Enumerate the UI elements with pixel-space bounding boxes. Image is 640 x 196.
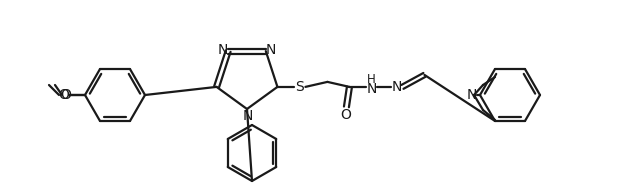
Text: O: O bbox=[61, 88, 72, 102]
Text: N: N bbox=[266, 43, 276, 57]
Text: N: N bbox=[366, 82, 376, 96]
Text: N: N bbox=[243, 109, 253, 123]
Text: O: O bbox=[59, 88, 69, 102]
Text: H: H bbox=[367, 73, 376, 86]
Text: N: N bbox=[218, 43, 228, 57]
Text: S: S bbox=[295, 80, 304, 94]
Text: O: O bbox=[340, 108, 351, 122]
Text: N: N bbox=[391, 80, 402, 94]
Text: N: N bbox=[467, 88, 477, 102]
